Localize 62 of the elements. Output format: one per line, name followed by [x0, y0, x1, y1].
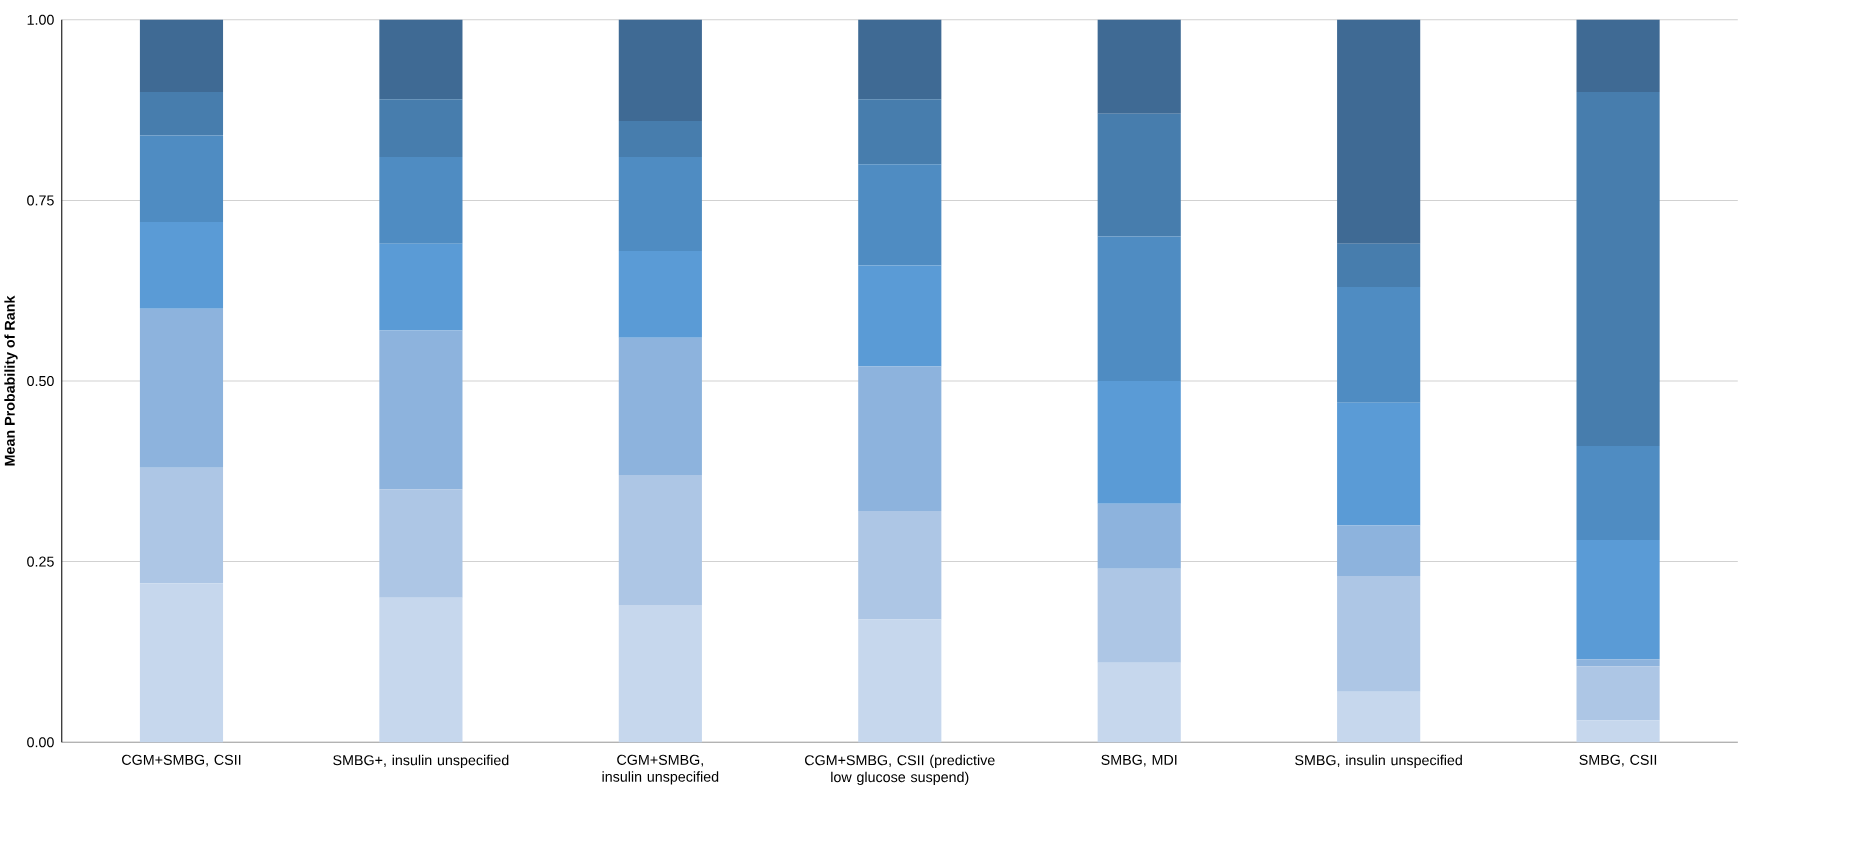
bar [618, 474, 702, 605]
bar [139, 135, 224, 223]
x-tick-label: SMBG+, insulin unspecified [333, 754, 509, 769]
bar [1337, 576, 1421, 692]
bar [858, 19, 942, 100]
bar [1576, 666, 1660, 721]
bar [1097, 503, 1181, 569]
bar [379, 19, 463, 100]
x-tick-label: CGM+SMBG, CSII [122, 754, 241, 767]
bar [1337, 287, 1421, 403]
bar [1576, 446, 1660, 540]
x-tick-label: SMBG, CSII [1579, 754, 1657, 767]
bar [379, 157, 463, 244]
bar [1576, 92, 1660, 447]
bar [1097, 19, 1181, 114]
bar [139, 19, 224, 93]
x-tick-label: CGM+SMBG, insulin unspecified [602, 754, 719, 785]
bar [1337, 691, 1421, 743]
y-axis-title: Mean Probability of Rank [4, 295, 18, 466]
bar [139, 222, 224, 309]
y-tick-label: 0.25 [27, 556, 54, 567]
x-tick-label: CGM+SMBG, CSII (predictive low glucose suspend) [805, 754, 995, 785]
bar [1097, 113, 1181, 237]
bar [1337, 243, 1421, 288]
bar [858, 99, 942, 165]
bar [379, 597, 463, 743]
y-tick-label: 0.75 [27, 195, 54, 206]
x-tick-label: SMBG, MDI [1101, 754, 1177, 767]
bar [1097, 568, 1181, 663]
bar [858, 511, 942, 620]
bar [379, 489, 463, 598]
bar [618, 19, 702, 121]
bar [1097, 662, 1181, 743]
bar [379, 330, 463, 490]
y-tick-label: 0.50 [27, 375, 54, 387]
bar [1337, 525, 1421, 577]
bar [1576, 19, 1660, 93]
y-tick-label: 0.00 [27, 737, 54, 748]
bar [379, 99, 463, 158]
x-tick-label: SMBG, insulin unspecified [1295, 754, 1462, 769]
bar [618, 337, 702, 475]
bar [858, 366, 942, 512]
bar [1576, 720, 1660, 743]
bar [618, 250, 702, 338]
bar [139, 467, 224, 584]
bar [1337, 19, 1421, 244]
bar [1097, 236, 1181, 382]
bar [1576, 659, 1660, 667]
bar [618, 157, 702, 251]
bar [858, 265, 942, 367]
y-tick-label: 1.00 [27, 14, 54, 25]
bar [139, 583, 224, 743]
bar [858, 164, 942, 266]
bar [618, 120, 702, 158]
bar [618, 604, 702, 743]
bar [1337, 402, 1421, 526]
bar [858, 619, 942, 743]
bar [379, 243, 463, 331]
bar [139, 92, 224, 136]
bar [139, 308, 224, 468]
bar [1097, 381, 1181, 504]
bar [1576, 539, 1660, 660]
